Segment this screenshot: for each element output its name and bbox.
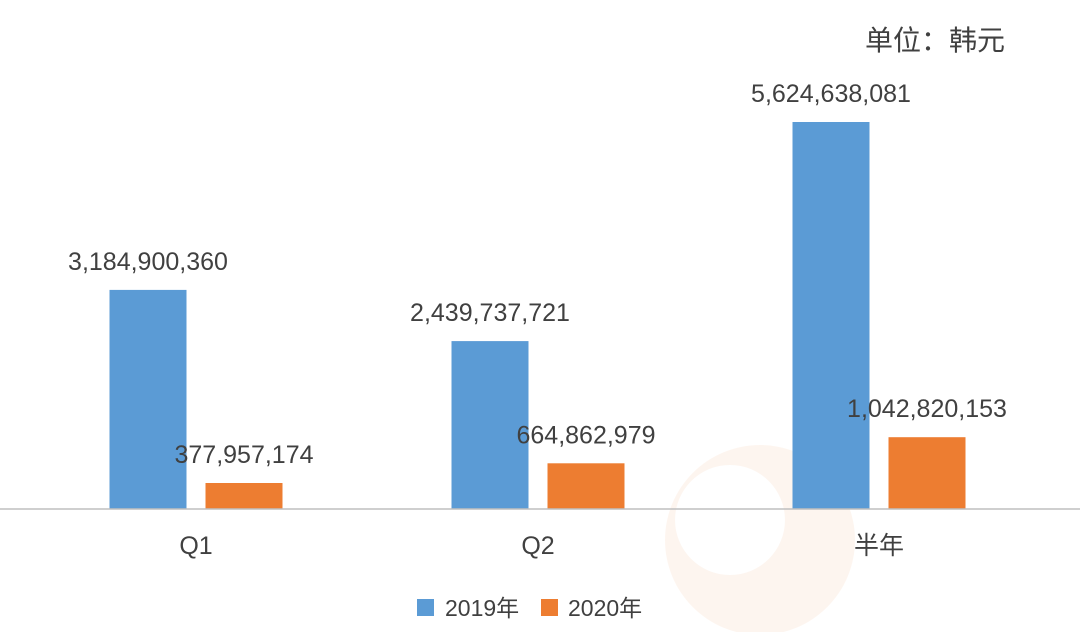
legend-swatch <box>417 599 434 616</box>
bar-series2-0 <box>205 483 283 509</box>
data-label: 3,184,900,360 <box>68 248 228 276</box>
data-label: 664,862,979 <box>516 421 655 449</box>
legend-swatch <box>541 599 558 616</box>
legend-label: 2020年 <box>568 595 642 621</box>
x-tick-label: Q1 <box>179 532 212 560</box>
unit-label: 单位：韩元 <box>865 25 1005 56</box>
data-label: 5,624,638,081 <box>751 80 911 108</box>
bar-series1-2 <box>792 122 870 509</box>
bar-series1-0 <box>109 289 187 509</box>
data-label: 2,439,737,721 <box>410 299 570 327</box>
data-label: 377,957,174 <box>174 441 313 469</box>
legend-label: 2019年 <box>445 595 519 621</box>
x-tick-label: 半年 <box>854 532 904 560</box>
bar-series2-1 <box>547 463 625 509</box>
bar-series2-2 <box>888 437 966 509</box>
bar-series1-1 <box>451 341 529 509</box>
x-tick-label: Q2 <box>521 532 554 560</box>
data-label: 1,042,820,153 <box>847 395 1007 423</box>
